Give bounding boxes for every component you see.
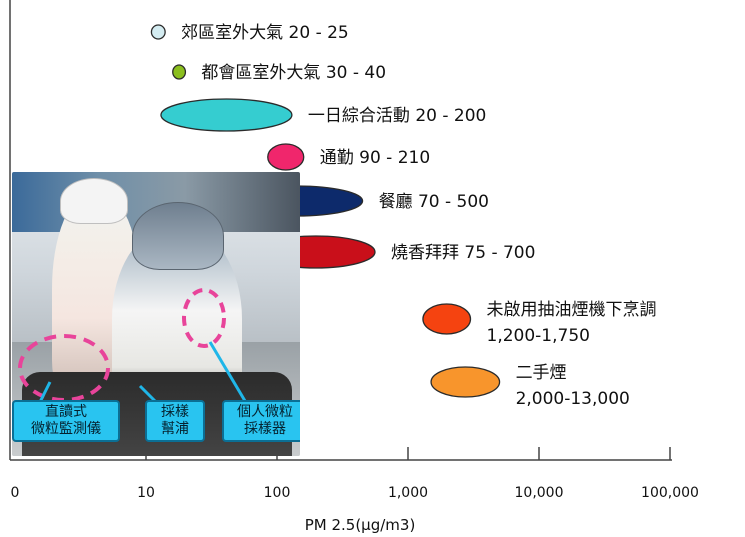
sampler-pointer bbox=[208, 341, 250, 407]
range-bar-label: 二手煙 bbox=[516, 363, 567, 383]
callout-personal-sampler: 個人微粒 採樣器 bbox=[222, 400, 300, 442]
x-axis-title: PM 2.5(μg/m3) bbox=[305, 516, 416, 534]
callout-line: 個人微粒 bbox=[237, 404, 293, 420]
callout-line: 幫浦 bbox=[161, 421, 189, 437]
monitor-highlight bbox=[18, 334, 110, 402]
x-tick-label: 0 bbox=[11, 485, 20, 501]
range-bar-label: 都會區室外大氣 30 - 40 bbox=[201, 63, 386, 83]
x-tick-label: 100 bbox=[264, 485, 291, 501]
rider-helmet bbox=[132, 202, 224, 270]
range-bar-label: 郊區室外大氣 20 - 25 bbox=[181, 23, 349, 43]
callout-line: 微粒監測儀 bbox=[31, 421, 101, 437]
range-bar-label: 燒香拜拜 75 - 700 bbox=[391, 243, 535, 263]
callout-line: 採樣 bbox=[161, 404, 189, 420]
range-bar bbox=[172, 64, 187, 80]
callout-sampling-pump: 採樣 幫浦 bbox=[145, 400, 205, 442]
x-tick-label: 1,000 bbox=[388, 485, 428, 501]
commuting-photo: 直讀式 微粒監測儀 採樣 幫浦 個人微粒 採樣器 bbox=[12, 172, 300, 456]
callout-line: 直讀式 bbox=[45, 404, 87, 420]
x-tick-label: 10,000 bbox=[515, 485, 564, 501]
x-tick-label: 100,000 bbox=[641, 485, 699, 501]
sampler-highlight bbox=[182, 288, 226, 348]
callout-line: 採樣器 bbox=[244, 421, 286, 437]
range-bars: 郊區室外大氣 20 - 25 都會區室外大氣 30 - 40 一日綜合活動 20 -… bbox=[150, 23, 657, 409]
range-bar bbox=[150, 24, 166, 40]
range-bar bbox=[422, 303, 472, 335]
range-bar bbox=[160, 98, 293, 132]
callout-direct-monitor: 直讀式 微粒監測儀 bbox=[12, 400, 120, 442]
range-bar-value: 2,000-13,000 bbox=[516, 389, 630, 409]
x-tick-label: 10 bbox=[137, 485, 155, 501]
range-bar-label: 未啟用抽油煙機下烹調 bbox=[487, 299, 657, 320]
range-bar-value: 1,200-1,750 bbox=[487, 326, 590, 346]
passenger-helmet bbox=[60, 178, 128, 224]
range-bar bbox=[267, 143, 305, 171]
range-bar-label: 通勤 90 - 210 bbox=[320, 148, 430, 168]
range-bar bbox=[430, 366, 501, 398]
range-bar-label: 餐廳 70 - 500 bbox=[379, 192, 489, 212]
range-bar-label: 一日綜合活動 20 - 200 bbox=[308, 106, 486, 126]
